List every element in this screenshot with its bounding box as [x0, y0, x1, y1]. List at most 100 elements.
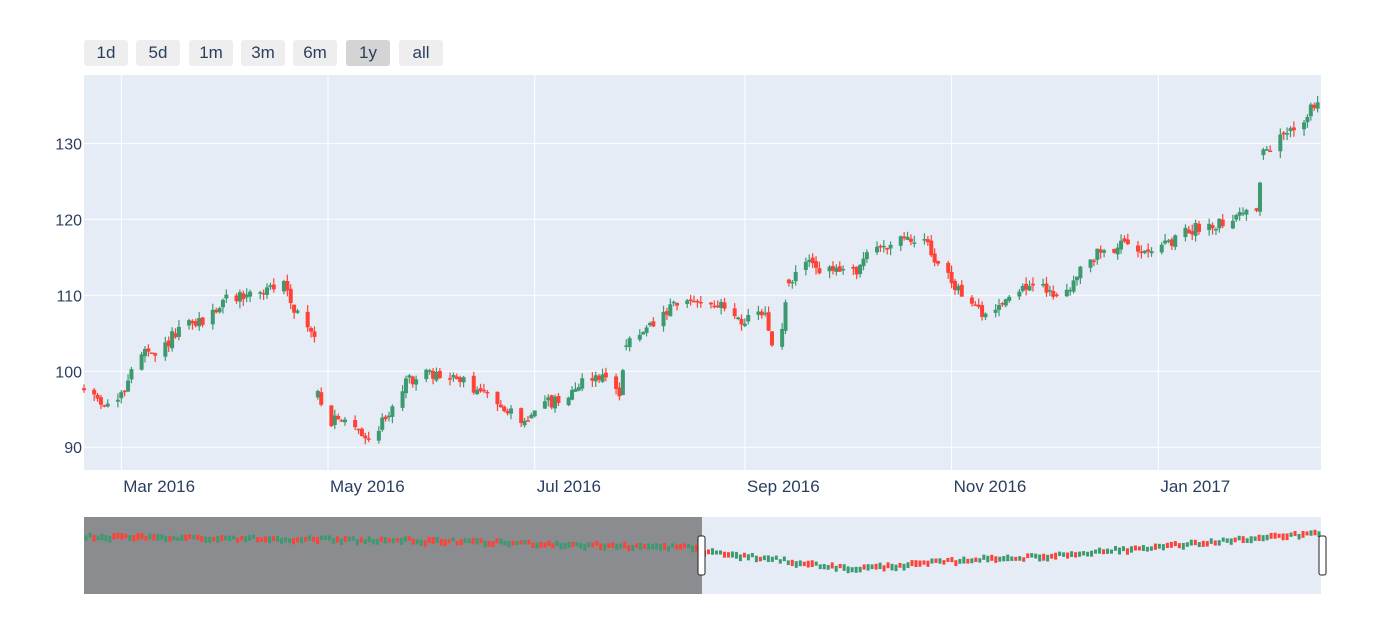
y-tick-label: 110 [56, 288, 82, 305]
candle-body [932, 253, 937, 263]
candle-body [905, 236, 910, 240]
rangeslider-handle-right[interactable] [1318, 535, 1327, 576]
candle-body [376, 430, 381, 441]
rangeslider-candle [914, 560, 918, 567]
rangeslider-candle [1074, 552, 1078, 558]
range-button-1d[interactable]: 1d [84, 40, 128, 66]
rangeslider-candle [1133, 545, 1137, 551]
candle-body [105, 403, 110, 407]
rangeslider-candle [1014, 556, 1018, 561]
candle-body [115, 399, 120, 402]
candle-body [261, 292, 266, 295]
candle-body [285, 281, 290, 291]
rangeslider-candle [651, 544, 655, 550]
candle-body [688, 299, 693, 302]
rangeslider-candle [176, 536, 180, 541]
rangeslider-candle [379, 536, 383, 542]
candle-body [1003, 299, 1008, 306]
candle-body [427, 370, 432, 372]
candle-body [1007, 296, 1012, 301]
candle-body [549, 395, 554, 408]
rangeslider-candle [954, 560, 958, 567]
rangeslider-candle [966, 558, 970, 564]
candle-body [556, 396, 561, 403]
candle-body [661, 311, 666, 327]
rangeslider-candle [1309, 530, 1313, 536]
candle-body [692, 300, 697, 303]
rangeslider-candle [395, 538, 399, 543]
rangeslider-candle [511, 540, 515, 546]
candle-body [858, 264, 863, 274]
candle-body [271, 284, 276, 290]
candles [82, 95, 1320, 445]
candle-body [451, 374, 456, 378]
candle-body [410, 376, 415, 385]
candle-body [1044, 283, 1049, 293]
candle-body [1166, 240, 1171, 242]
candle-body [1186, 229, 1191, 234]
rangeslider-candle [1233, 537, 1237, 543]
rangeslider-candle [120, 533, 124, 540]
rangeslider-candle [850, 567, 854, 573]
candle-body [424, 369, 429, 380]
rangeslider-candles [84, 529, 1321, 574]
x-tick-label: May 2016 [330, 477, 405, 496]
candle-body [1030, 283, 1035, 286]
rangeslider-candle [439, 538, 443, 546]
range-button-all[interactable]: all [399, 40, 443, 66]
rangeslider-candle [946, 557, 950, 562]
candle-body [593, 375, 598, 382]
candle-body [888, 244, 893, 249]
rangeslider-candle [1177, 543, 1181, 549]
candle-body [719, 301, 724, 308]
rangeslider-candle [918, 560, 922, 567]
rangeslider-candle [998, 556, 1002, 562]
rangeslider-candle [196, 534, 200, 540]
range-button-3m[interactable]: 3m [241, 40, 285, 66]
candle-body [834, 267, 839, 273]
rangeslider-candle [599, 543, 603, 551]
candle-body [258, 292, 263, 294]
candle-body [976, 304, 981, 307]
candle-body [319, 392, 324, 405]
candle-body [814, 261, 819, 268]
candle-body [1064, 289, 1069, 297]
candle-body [342, 419, 347, 423]
rangeslider-candle [284, 537, 288, 543]
candle-body [1183, 227, 1188, 238]
candle-body [1091, 260, 1096, 262]
rangeslider-candle [1165, 542, 1169, 549]
rangeslider-candle [1082, 551, 1086, 556]
range-button-6m[interactable]: 6m [293, 40, 337, 66]
candle-body [1234, 215, 1239, 220]
candle-body [793, 271, 798, 282]
rangeslider-candle [718, 550, 722, 555]
range-button-5d[interactable]: 5d [136, 40, 180, 66]
rangeslider-candle [1117, 547, 1121, 555]
range-button-1m[interactable]: 1m [189, 40, 233, 66]
rangeslider-candle [367, 536, 371, 543]
rangeslider-candle [88, 532, 92, 538]
rangeslider-candle [1141, 545, 1145, 551]
rangeslider-candle [132, 534, 136, 542]
rangeslider-candle [615, 543, 619, 550]
candle-body [248, 291, 253, 297]
rangeslider-candle [268, 536, 272, 544]
candle-body [997, 304, 1002, 310]
candle-body [190, 320, 195, 324]
range-button-1y[interactable]: 1y [346, 40, 390, 66]
rangeslider-candle [387, 538, 391, 543]
rangeslider-candle [224, 535, 228, 541]
candle-body [176, 326, 181, 337]
rangeslider-candle [168, 536, 172, 542]
candle-body [573, 388, 578, 392]
rangeslider-candle [136, 533, 140, 541]
candle-body [644, 327, 649, 333]
candle-body [695, 300, 700, 303]
rangeslider-handle-left[interactable] [697, 535, 706, 576]
candle-body [458, 377, 463, 383]
rangeslider-candle [427, 536, 431, 543]
rangeslider-candle [359, 537, 363, 543]
rangeslider-candle [1313, 529, 1317, 536]
candle-body [1312, 104, 1317, 108]
